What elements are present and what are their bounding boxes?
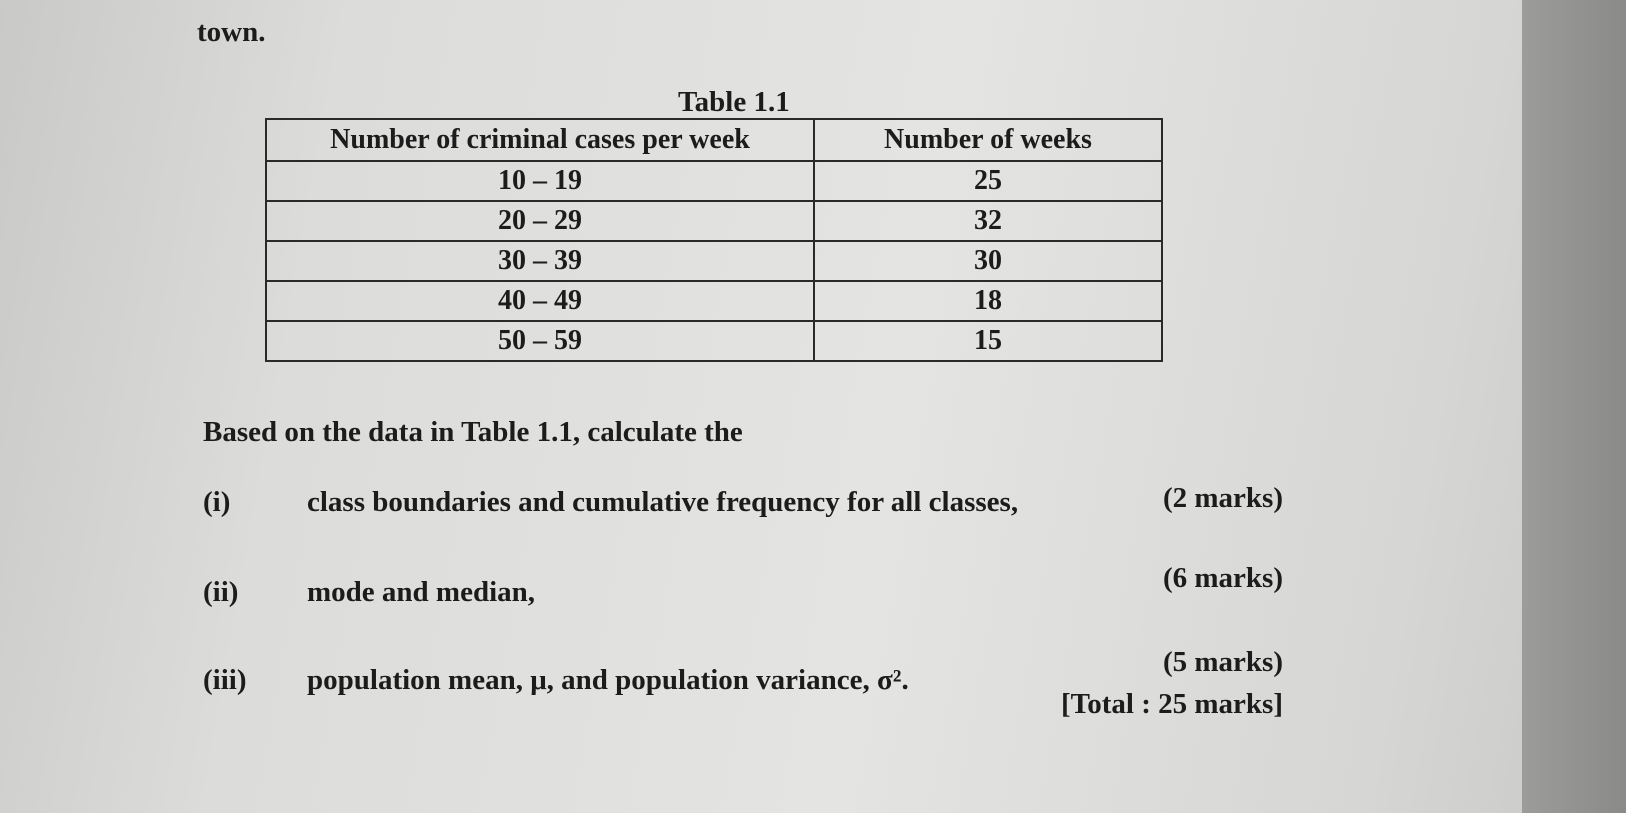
- previous-text: town.: [197, 16, 266, 48]
- question-text: class boundaries and cumulative frequenc…: [307, 486, 1019, 518]
- class-cell: 50 – 59: [265, 320, 815, 362]
- table-row: 40 – 49 18: [265, 280, 1163, 322]
- header-row: Number of criminal cases per week Number…: [265, 118, 1163, 162]
- frequency-cell: 32: [813, 200, 1163, 242]
- table-row: 10 – 19 25: [265, 160, 1163, 202]
- screen-edge: [1522, 0, 1626, 813]
- table-row: 50 – 59 15: [265, 320, 1163, 362]
- class-cell: 40 – 49: [265, 280, 815, 322]
- header-cell: Number of weeks: [813, 118, 1163, 162]
- question-text: mode and median,: [307, 576, 536, 608]
- class-cell: 20 – 29: [265, 200, 815, 242]
- frequency-cell: 18: [813, 280, 1163, 322]
- table-title: Table 1.1: [678, 86, 790, 118]
- question-marks: (6 marks): [1162, 562, 1283, 594]
- total-marks: [Total : 25 marks]: [1060, 688, 1283, 720]
- frequency-cell: 15: [813, 320, 1163, 362]
- question-label: (iii): [203, 664, 247, 696]
- data-table: Number of criminal cases per week Number…: [265, 118, 1163, 362]
- question-marks: (2 marks): [1162, 482, 1283, 514]
- frequency-cell: 25: [813, 160, 1163, 202]
- table-row: 30 – 39 30: [265, 240, 1163, 282]
- instruction: Based on the data in Table 1.1, calculat…: [203, 416, 743, 448]
- header-cell: Number of criminal cases per week: [265, 118, 815, 162]
- class-cell: 10 – 19: [265, 160, 815, 202]
- frequency-cell: 30: [813, 240, 1163, 282]
- class-cell: 30 – 39: [265, 240, 815, 282]
- question-marks: (5 marks): [1162, 646, 1283, 678]
- table-row: 20 – 29 32: [265, 200, 1163, 242]
- question-text: population mean, μ, and population varia…: [307, 664, 909, 696]
- question-label: (ii): [203, 576, 239, 608]
- question-label: (i): [203, 486, 231, 518]
